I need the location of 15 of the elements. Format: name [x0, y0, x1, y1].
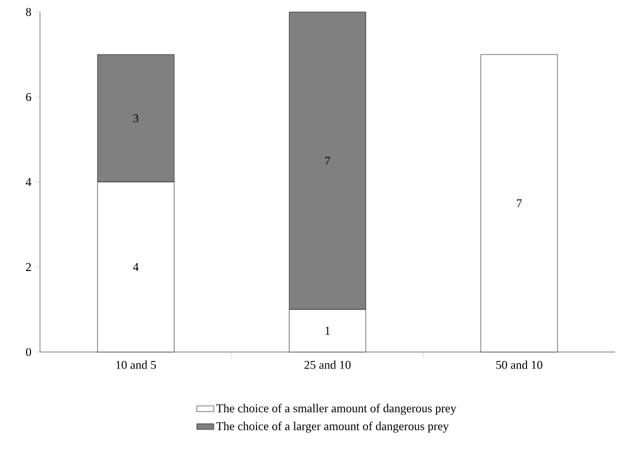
- data-label: 7: [516, 199, 522, 208]
- y-tick-label: 6: [26, 92, 32, 102]
- x-tick-label: 25 and 10: [304, 360, 351, 369]
- legend-label: The choice of a larger amount of dangerous prey: [216, 422, 449, 433]
- x-tick-label: 50 and 10: [496, 360, 542, 369]
- data-label: 3: [133, 114, 138, 122]
- y-tick-label: 2: [26, 263, 31, 271]
- y-tick-label: 0: [26, 348, 32, 356]
- data-label: 7: [325, 156, 330, 165]
- legend-label: The choice of a smaller amount of dangerous prey: [216, 404, 456, 415]
- x-tick-label: 10 and 5: [116, 360, 156, 369]
- data-label: 1: [326, 326, 330, 335]
- y-tick-label: 4: [26, 178, 32, 186]
- data-label: 4: [133, 263, 139, 271]
- y-tick-label: 8: [26, 8, 32, 16]
